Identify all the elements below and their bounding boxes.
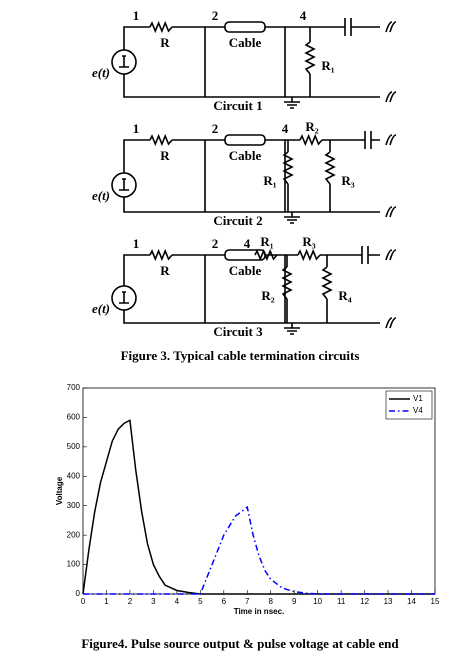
- x-tick-label: 3: [151, 597, 156, 606]
- wire: [119, 55, 129, 68]
- x-tick-label: 1: [104, 597, 109, 606]
- circuit-title: Circuit 3: [213, 324, 263, 339]
- x-tick-label: 11: [337, 597, 346, 606]
- resistor-label: R: [160, 148, 170, 163]
- figure-caption: Figure 3. Typical cable termination circ…: [121, 348, 360, 363]
- x-tick-label: 0: [81, 597, 86, 606]
- x-tick-label: 2: [128, 597, 133, 606]
- resistor-label: R₂: [305, 119, 318, 134]
- source-label: e(t): [92, 65, 110, 80]
- wire: [119, 291, 129, 304]
- wire: [285, 254, 380, 323]
- x-tick-label: 6: [222, 597, 227, 606]
- resistor: [282, 151, 294, 185]
- resistor-label: R₄: [338, 288, 351, 303]
- wire: [361, 246, 369, 264]
- circuit-title: Circuit 1: [213, 98, 262, 113]
- resistor-label: R₁: [260, 234, 273, 249]
- y-tick-label: 500: [67, 442, 81, 451]
- x-tick-label: 9: [292, 597, 297, 606]
- resistor: [149, 248, 173, 262]
- resistor: [281, 266, 293, 300]
- resistor-label: R₂: [261, 288, 274, 303]
- node-label: 1: [133, 121, 140, 136]
- wire: [285, 26, 380, 97]
- resistor-label: R₁: [321, 58, 334, 73]
- node-label: 2: [212, 236, 219, 251]
- cable-label: Cable: [229, 35, 262, 50]
- circuit-title: Circuit 2: [213, 213, 262, 228]
- wire: [385, 21, 397, 33]
- series-line: [82, 419, 435, 595]
- x-tick-label: 15: [431, 597, 440, 606]
- y-tick-label: 400: [67, 471, 81, 480]
- cable: [224, 134, 266, 146]
- resistor-label: R₃: [302, 234, 315, 249]
- x-tick-label: 4: [175, 597, 180, 606]
- node-label: 2: [212, 8, 219, 23]
- wire: [284, 212, 300, 224]
- wire: [344, 18, 352, 36]
- y-tick-label: 100: [67, 560, 81, 569]
- legend: [385, 390, 433, 420]
- wire: [123, 139, 380, 213]
- resistor: [304, 41, 316, 75]
- series-line: [83, 505, 435, 595]
- node-label: 1: [133, 236, 140, 251]
- resistor: [149, 20, 173, 34]
- resistor: [254, 248, 278, 262]
- wire: [385, 91, 397, 103]
- y-axis-label: Voltage: [55, 476, 64, 505]
- node-label: 4: [300, 8, 307, 23]
- y-tick-label: 600: [67, 413, 81, 422]
- source-label: e(t): [92, 188, 110, 203]
- legend-label: V4: [413, 406, 423, 415]
- wire: [284, 323, 300, 335]
- wire: [385, 134, 397, 146]
- y-tick-label: 700: [67, 383, 81, 392]
- plot-area: [82, 387, 436, 595]
- resistor-label: R₁: [263, 173, 276, 188]
- wire: [123, 26, 380, 98]
- x-tick-label: 13: [384, 597, 393, 606]
- node-label: 4: [282, 121, 289, 136]
- resistor: [297, 248, 321, 262]
- x-tick-label: 12: [360, 597, 369, 606]
- resistor-label: R: [160, 263, 170, 278]
- y-tick-label: 0: [76, 589, 81, 598]
- x-tick-label: 5: [198, 597, 203, 606]
- wire: [284, 97, 300, 109]
- resistor: [299, 133, 323, 147]
- figure-caption: Figure4. Pulse source output & pulse vol…: [81, 636, 399, 651]
- y-tick-label: 200: [67, 530, 81, 539]
- node-label: 4: [244, 236, 251, 251]
- x-tick-label: 14: [407, 597, 416, 606]
- wire: [119, 178, 129, 191]
- wire: [385, 249, 397, 261]
- cable-label: Cable: [229, 148, 262, 163]
- resistor-label: R: [160, 35, 170, 50]
- node-label: 2: [212, 121, 219, 136]
- resistor: [321, 266, 333, 300]
- x-tick-label: 7: [245, 597, 250, 606]
- source-label: e(t): [92, 301, 110, 316]
- legend-label: V1: [413, 394, 423, 403]
- cable: [224, 21, 266, 33]
- wire: [385, 206, 397, 218]
- cable-label: Cable: [229, 263, 262, 278]
- x-axis-label: Time in nsec.: [234, 607, 285, 616]
- resistor: [149, 133, 173, 147]
- wire: [123, 254, 380, 324]
- x-tick-label: 10: [313, 597, 322, 606]
- y-tick-label: 300: [67, 501, 81, 510]
- wire: [364, 131, 372, 149]
- x-tick-label: 8: [269, 597, 274, 606]
- resistor-label: R₃: [341, 173, 354, 188]
- resistor: [324, 151, 336, 185]
- wire: [385, 317, 397, 329]
- node-label: 1: [133, 8, 140, 23]
- wire: [285, 139, 380, 212]
